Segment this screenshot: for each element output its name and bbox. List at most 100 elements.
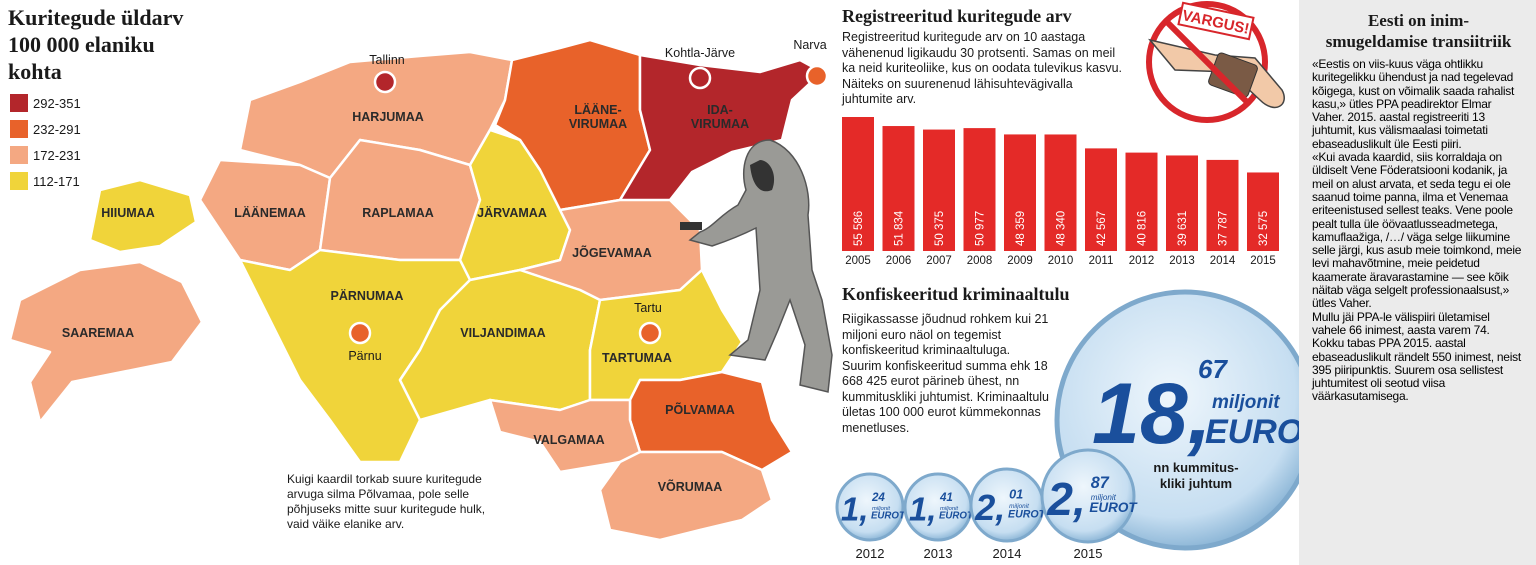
bar <box>923 129 955 251</box>
city-label: Kohtla-Järve <box>665 46 735 60</box>
value-label: 51 834 <box>894 210 906 246</box>
coin-fraction: 24 <box>871 491 885 504</box>
total-fraction: 67 <box>1198 354 1228 384</box>
sidebar: Eesti on inim-smugeldamise transiitriik … <box>1299 0 1536 565</box>
coin-whole: 2, <box>974 487 1005 528</box>
coin-year: 2012 <box>856 546 885 561</box>
sidebar-paragraph: «Kui avada kaardid, siis korraldaja on ü… <box>1312 150 1522 311</box>
city-label: Tartu <box>634 301 662 315</box>
legend-label: 232-291 <box>33 122 81 137</box>
coin <box>1040 448 1136 544</box>
icon-tag <box>1177 1 1255 41</box>
total-caption: nn kummitus-kliki juhtum <box>1153 460 1239 491</box>
region-label: HIIUMAA <box>101 206 155 220</box>
legend-swatch <box>10 120 28 138</box>
x-tick-label: 2012 <box>1129 255 1155 267</box>
coin-fraction: 01 <box>1009 488 1023 502</box>
legend-label: 172-231 <box>33 148 81 163</box>
region-label: IDA-VIRUMAA <box>690 103 750 131</box>
sidebar-title: Eesti on inim-smugeldamise transiitriik <box>1325 11 1512 51</box>
coin-whole: 1, <box>841 491 869 528</box>
value-label: 39 631 <box>1177 211 1189 246</box>
x-tick-label: 2006 <box>886 255 912 267</box>
value-label: 48 359 <box>1015 211 1027 246</box>
coin-whole: 2, <box>1046 473 1085 525</box>
total-whole: 18, <box>1092 366 1212 462</box>
coin-unit: miljonit <box>940 506 958 512</box>
x-tick-label: 2011 <box>1089 255 1114 267</box>
map-title: Kuritegude üldarv 100 000 elaniku kohta <box>8 5 184 84</box>
coin-currency: EUROT <box>871 511 906 522</box>
bar <box>963 128 996 251</box>
bar <box>1247 172 1279 251</box>
coin-currency: EUROT <box>939 511 974 522</box>
sidebar-text: «Eestis on viis-kuus väga ohtlikku kurit… <box>1312 57 1526 404</box>
bar <box>1004 134 1036 251</box>
region-label: PÄRNUMAA <box>330 289 404 303</box>
x-tick-label: 2007 <box>926 255 952 267</box>
city-marker <box>805 64 829 88</box>
region-label: RAPLAMAA <box>362 206 434 220</box>
map-caption: Kuigi kaardil torkab suure kuritegude ar… <box>287 472 486 531</box>
confiscation-title: Konfiskeeritud kriminaaltulu <box>842 284 1070 304</box>
figure-shade <box>750 160 775 192</box>
sidebar-paragraph: «Eestis on viis-kuus väga ohtlikku kurit… <box>1312 57 1515 151</box>
sidebar-paragraph: Mullu jäi PPA-le välispiiri ületamisel v… <box>1312 309 1490 337</box>
coin <box>835 472 905 542</box>
value-label: 42 567 <box>1096 211 1108 246</box>
legend-label: 292-351 <box>33 96 81 111</box>
legend-swatch <box>10 146 28 164</box>
region-label: SAAREMAA <box>61 326 135 340</box>
region-label: JÄRVAMAA <box>477 206 547 220</box>
region-label: VÕRUMAA <box>657 480 723 494</box>
x-tick-label: 2014 <box>1210 255 1236 267</box>
total-unit: miljonit <box>1212 392 1280 413</box>
bar <box>882 126 915 251</box>
coin-unit: miljonit <box>872 506 890 512</box>
value-label: 48 340 <box>1056 211 1068 246</box>
region-label: LÄÄNEMAA <box>234 206 306 220</box>
bar-subtitle: Registreeritud kuritegude arv on 10 aast… <box>842 30 1123 106</box>
coin-year: 2014 <box>993 546 1022 561</box>
x-tick-label: 2008 <box>967 255 993 267</box>
region-label: PÕLVAMAA <box>665 403 735 417</box>
region <box>618 53 824 212</box>
coin-currency: EUROT <box>1089 500 1138 515</box>
coin-currency: EUROT <box>1008 509 1047 521</box>
value-label: 37 787 <box>1218 211 1230 246</box>
region <box>598 450 774 542</box>
x-tick-label: 2005 <box>845 255 871 267</box>
coin-whole: 1, <box>909 491 937 528</box>
bar <box>1085 148 1117 251</box>
city-marker <box>373 70 397 94</box>
value-label: 40 816 <box>1137 211 1149 246</box>
x-tick-label: 2015 <box>1250 255 1276 267</box>
bar <box>1125 152 1158 251</box>
city-marker <box>688 66 712 90</box>
bar <box>1206 159 1239 251</box>
bar <box>1044 134 1077 251</box>
x-tick-label: 2010 <box>1048 255 1074 267</box>
value-label: 50 375 <box>934 211 946 246</box>
city-marker <box>348 321 372 345</box>
figure <box>688 139 833 393</box>
sidebar-paragraph: Kokku tabas PPA 2015. aastal ebaseadusli… <box>1312 336 1521 404</box>
region-label: VALGAMAA <box>533 433 605 447</box>
coin-year: 2013 <box>924 546 953 561</box>
x-tick-label: 2013 <box>1169 255 1195 267</box>
icon-slash <box>1163 18 1251 106</box>
confiscation-text: Riigikassasse jõudnud rohkem kui 21 milj… <box>842 312 1050 435</box>
region <box>88 178 198 254</box>
region-label: VILJANDIMAA <box>460 326 546 340</box>
value-label: 50 977 <box>975 211 987 246</box>
city-label: Tallinn <box>369 53 404 67</box>
region-label: JÕGEVAMAA <box>572 246 652 260</box>
coin-unit: miljonit <box>1091 493 1117 502</box>
region-label: HARJUMAA <box>352 110 424 124</box>
region-label: LÄÄNE-VIRUMAA <box>568 103 628 131</box>
coin-fraction: 41 <box>939 491 953 504</box>
legend-label: 112-171 <box>33 174 80 189</box>
coin-unit: miljonit <box>1009 503 1029 510</box>
